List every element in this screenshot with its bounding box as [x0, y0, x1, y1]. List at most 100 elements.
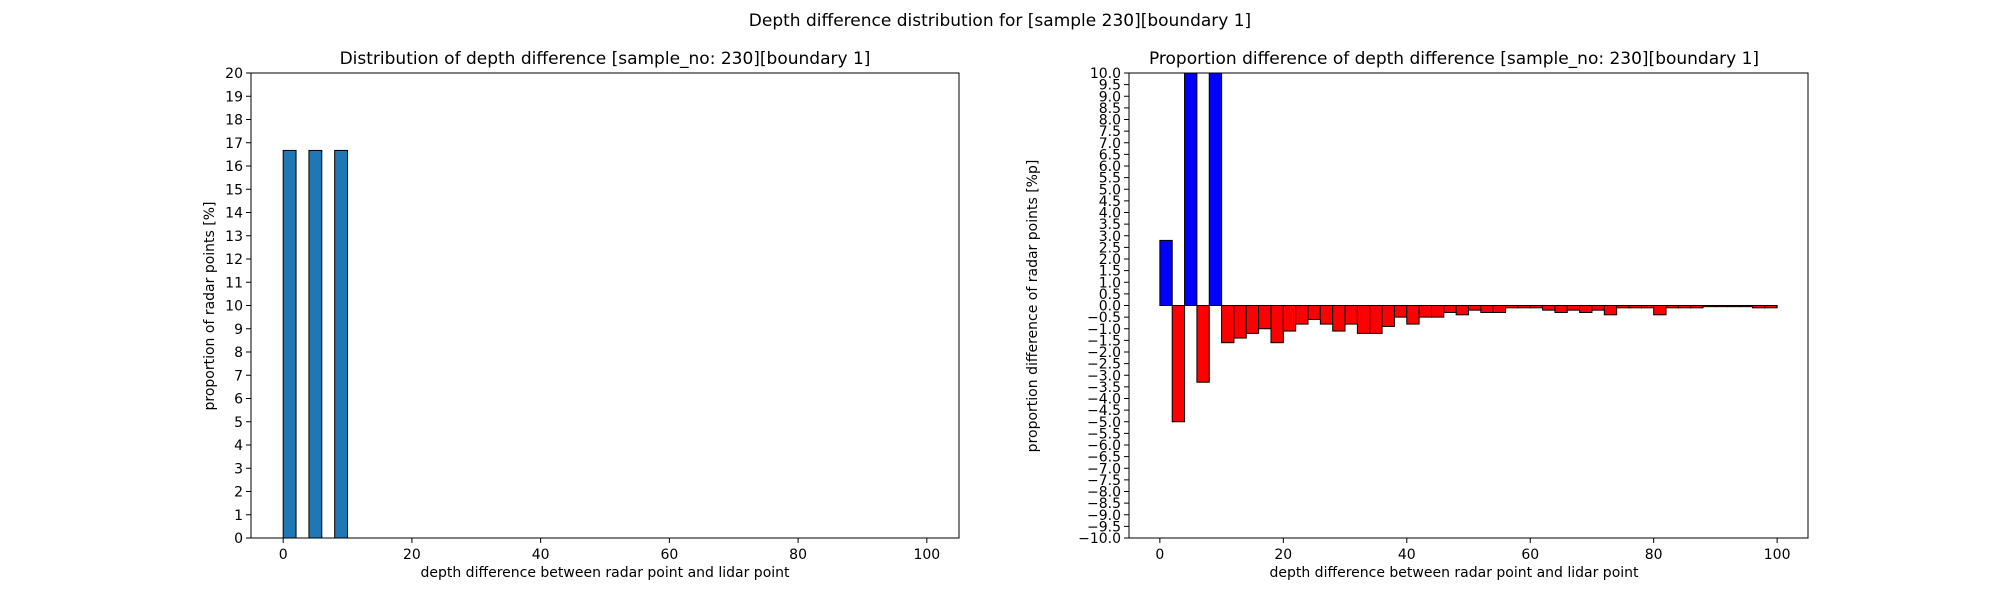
right-chart-ytick-label: 8.5 [1099, 101, 1121, 117]
right-chart-bar [1702, 305, 1716, 308]
right-chart-bar [1468, 305, 1482, 311]
right-chart-ylabel: proportion difference of radar points [%… [1025, 160, 1041, 453]
left-chart-ytick-label: 20 [225, 66, 243, 82]
right-chart-xtick-label: 80 [1645, 547, 1663, 563]
right-chart-bar [1677, 305, 1692, 309]
left-chart-ylabel: proportion of radar points [%] [202, 201, 218, 410]
right-chart-bar [1492, 305, 1507, 313]
right-chart-ytick-label: 10.0 [1090, 66, 1121, 82]
right-chart-ytick-label: −8.0 [1087, 485, 1121, 501]
left-chart-ytick-label: 10 [225, 299, 243, 315]
left-chart-bars [282, 149, 349, 539]
right-chart-ytick-label: −0.5 [1087, 310, 1121, 326]
right-chart-bar [1208, 72, 1223, 306]
right-chart-ytick-label: −10.0 [1078, 531, 1121, 547]
left-chart-ytick-label: 8 [234, 345, 243, 361]
right-chart-bar [1517, 305, 1531, 309]
right-chart-ytick-label: −1.0 [1087, 322, 1121, 338]
right-chart-ytick-label: 9.5 [1099, 78, 1121, 94]
right-chart-ytick-label: −3.0 [1087, 368, 1121, 384]
left-chart-ytick-label: 2 [234, 485, 243, 501]
right-chart-bar [1307, 305, 1321, 320]
left-chart-xtick-label: 60 [660, 547, 678, 563]
right-chart-bar [1171, 305, 1186, 423]
right-chart-xtick-label: 100 [1764, 547, 1791, 563]
left-chart-xtick-label: 0 [279, 547, 288, 563]
right-chart-ytick-label: 7.0 [1099, 136, 1121, 152]
right-chart-bar [1221, 305, 1235, 344]
right-chart-ytick-label: −5.5 [1087, 426, 1121, 442]
right-chart-bar [1418, 305, 1432, 318]
right-chart-bar [1282, 305, 1297, 332]
right-chart-ytick-label: −7.0 [1087, 461, 1121, 477]
left-chart-ytick-label: 17 [225, 136, 243, 152]
right-chart-ytick-label: 4.0 [1099, 206, 1121, 222]
right-chart-xtick-label: 60 [1521, 547, 1539, 563]
right-chart-ytick-label: −4.0 [1087, 392, 1121, 408]
left-chart-xtick-label: 80 [789, 547, 807, 563]
right-chart-ytick-label: −6.0 [1087, 438, 1121, 454]
right-chart-bar [1640, 305, 1655, 309]
right-chart-bar [1739, 305, 1753, 308]
left-chart-bar [282, 149, 297, 539]
right-chart-ytick-label: −6.5 [1087, 450, 1121, 466]
right-chart-ytick-label: 0.5 [1099, 287, 1121, 303]
left-chart-xticks: 0 20 40 60 80 100 [279, 538, 940, 563]
left-chart-ytick-label: 4 [234, 438, 243, 454]
right-chart-bar [1554, 305, 1568, 313]
right-chart-bar [1356, 305, 1371, 334]
right-chart-ytick-label: 5.5 [1099, 171, 1121, 187]
right-chart-yticks: −10.0−9.5−9.0−8.5−8.0−7.5−7.0−6.5−6.0−5.… [1078, 66, 1129, 547]
right-chart-bar [1344, 305, 1358, 325]
left-chart-xtick-label: 100 [913, 547, 940, 563]
left-chart-ytick-label: 13 [225, 229, 243, 245]
right-chart-ytick-label: 2.5 [1099, 240, 1121, 256]
right-chart-bar [1270, 305, 1284, 344]
right-chart-bar [1480, 305, 1494, 313]
left-chart-ytick-label: 16 [225, 159, 243, 175]
right-chart: Proportion difference of depth differenc… [1025, 49, 1809, 581]
left-chart-ytick-label: 9 [234, 322, 243, 338]
left-chart-ytick-label: 11 [225, 275, 243, 291]
right-chart-bar [1245, 305, 1260, 334]
figure-suptitle: Depth difference distribution for [sampl… [749, 11, 1251, 31]
right-chart-ytick-label: 4.5 [1099, 194, 1121, 210]
right-chart-ytick-label: 6.5 [1099, 147, 1121, 163]
right-chart-xlabel: depth difference between radar point and… [1269, 565, 1639, 581]
right-chart-xtick-label: 0 [1155, 547, 1164, 563]
left-chart-ytick-label: 6 [234, 392, 243, 408]
right-chart-ytick-label: −7.5 [1087, 473, 1121, 489]
left-chart-xtick-label: 40 [532, 547, 550, 563]
right-chart-bar [1751, 305, 1766, 309]
right-chart-bar [1381, 305, 1395, 327]
left-chart-bar [308, 149, 323, 539]
right-chart-ytick-label: −4.5 [1087, 403, 1121, 419]
right-chart-bar [1196, 305, 1210, 383]
right-chart-ytick-label: 3.0 [1099, 229, 1121, 245]
right-chart-bar [1233, 305, 1247, 339]
left-chart-ytick-label: 18 [225, 113, 243, 129]
right-chart-ytick-label: 9.0 [1099, 89, 1121, 105]
right-chart-bar [1159, 239, 1173, 306]
right-chart-ytick-label: 1.0 [1099, 275, 1121, 291]
right-chart-ytick-label: −5.0 [1087, 415, 1121, 431]
right-chart-ytick-label: −3.5 [1087, 380, 1121, 396]
left-chart-ytick-label: 15 [225, 182, 243, 198]
right-chart-bar [1430, 305, 1445, 318]
right-chart-bar [1616, 305, 1630, 309]
right-chart-bar [1628, 305, 1642, 309]
right-chart-ytick-label: −9.5 [1087, 519, 1121, 535]
right-chart-ytick-label: 7.5 [1099, 124, 1121, 140]
right-chart-ytick-label: −2.5 [1087, 357, 1121, 373]
left-chart-xtick-label: 20 [403, 547, 421, 563]
right-chart-bars [1159, 72, 1778, 423]
right-chart-ytick-label: −9.0 [1087, 508, 1121, 524]
left-chart-ytick-label: 7 [234, 368, 243, 384]
left-chart-bar [334, 149, 349, 539]
right-chart-bar [1727, 305, 1741, 308]
right-chart-bar [1579, 305, 1593, 313]
right-chart-ytick-label: 5.0 [1099, 182, 1121, 198]
right-chart-bar [1393, 305, 1408, 318]
